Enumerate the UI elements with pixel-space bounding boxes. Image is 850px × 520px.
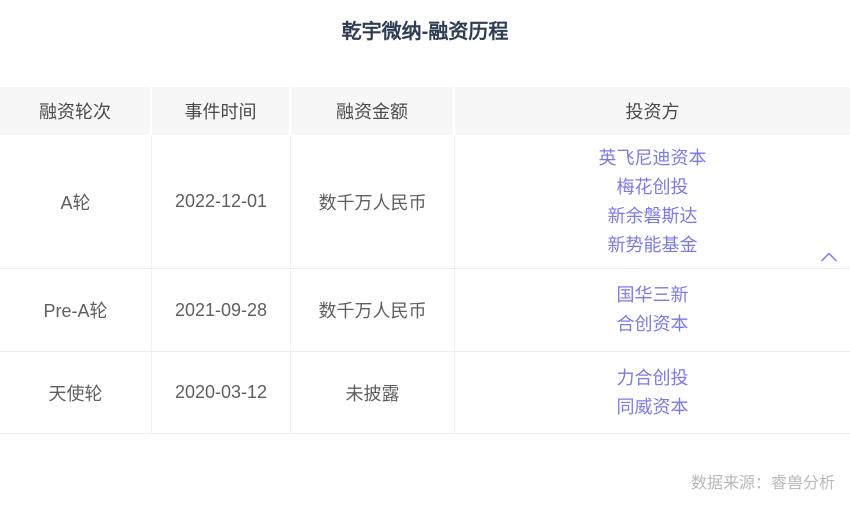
chevron-up-icon[interactable] bbox=[820, 251, 838, 263]
date-cell: 2022-12-01 bbox=[152, 135, 291, 268]
amount-cell: 未披露 bbox=[291, 352, 455, 433]
date-cell: 2020-03-12 bbox=[152, 352, 291, 433]
investor-list: 力合创投 同威资本 bbox=[617, 364, 689, 422]
investor-link[interactable]: 力合创投 bbox=[616, 367, 689, 388]
investor-link[interactable]: 合创资本 bbox=[616, 314, 689, 334]
investors-cell: 国华三新 合创资本 bbox=[455, 269, 850, 351]
table-row: Pre-A轮 2021-09-28 数千万人民币 国华三新 合创资本 bbox=[0, 269, 850, 352]
header-amount: 融资金额 bbox=[291, 87, 455, 135]
investor-link[interactable]: 同威资本 bbox=[616, 396, 689, 417]
round-cell: Pre-A轮 bbox=[0, 269, 152, 351]
amount-cell: 数千万人民币 bbox=[291, 135, 455, 268]
header-investors: 投资方 bbox=[625, 102, 680, 122]
round-cell: A轮 bbox=[0, 135, 152, 268]
round-cell: 天使轮 bbox=[0, 352, 152, 433]
investor-link[interactable]: 英飞尼迪资本 bbox=[598, 147, 707, 168]
investor-list: 英飞尼迪资本 梅花创投 新余磐斯达 新势能基金 bbox=[599, 144, 707, 260]
table-row: 天使轮 2020-03-12 未披露 力合创投 同威资本 bbox=[0, 352, 850, 434]
investor-list: 国华三新 合创资本 bbox=[617, 281, 689, 339]
table-header-row: 融资轮次 事件时间 融资金额 投资方 bbox=[0, 87, 850, 135]
investor-link[interactable]: 梅花创投 bbox=[616, 176, 689, 197]
table-row: A轮 2022-12-01 数千万人民币 英飞尼迪资本 梅花创投 新余磐斯达 新… bbox=[0, 135, 850, 269]
investors-cell: 英飞尼迪资本 梅花创投 新余磐斯达 新势能基金 bbox=[455, 135, 850, 268]
financing-table: 融资轮次 事件时间 融资金额 投资方 A轮 2022-12-01 数千万人民币 … bbox=[0, 87, 850, 434]
investors-cell: 力合创投 同威资本 bbox=[455, 352, 850, 433]
table-body: A轮 2022-12-01 数千万人民币 英飞尼迪资本 梅花创投 新余磐斯达 新… bbox=[0, 135, 850, 434]
date-cell: 2021-09-28 bbox=[152, 269, 291, 351]
investor-link[interactable]: 新势能基金 bbox=[607, 234, 698, 255]
header-date: 事件时间 bbox=[152, 87, 291, 135]
investor-link[interactable]: 国华三新 bbox=[616, 285, 689, 305]
data-source-label: 数据来源：睿兽分析 bbox=[690, 475, 835, 492]
investor-link[interactable]: 新余磐斯达 bbox=[607, 205, 698, 226]
header-round: 融资轮次 bbox=[0, 87, 152, 135]
page-title: 乾宇微纳-融资历程 bbox=[341, 21, 509, 43]
amount-cell: 数千万人民币 bbox=[291, 269, 455, 351]
financing-history-card: 乾宇微纳-融资历程 融资轮次 事件时间 融资金额 投资方 A轮 2022-12-… bbox=[0, 22, 850, 493]
